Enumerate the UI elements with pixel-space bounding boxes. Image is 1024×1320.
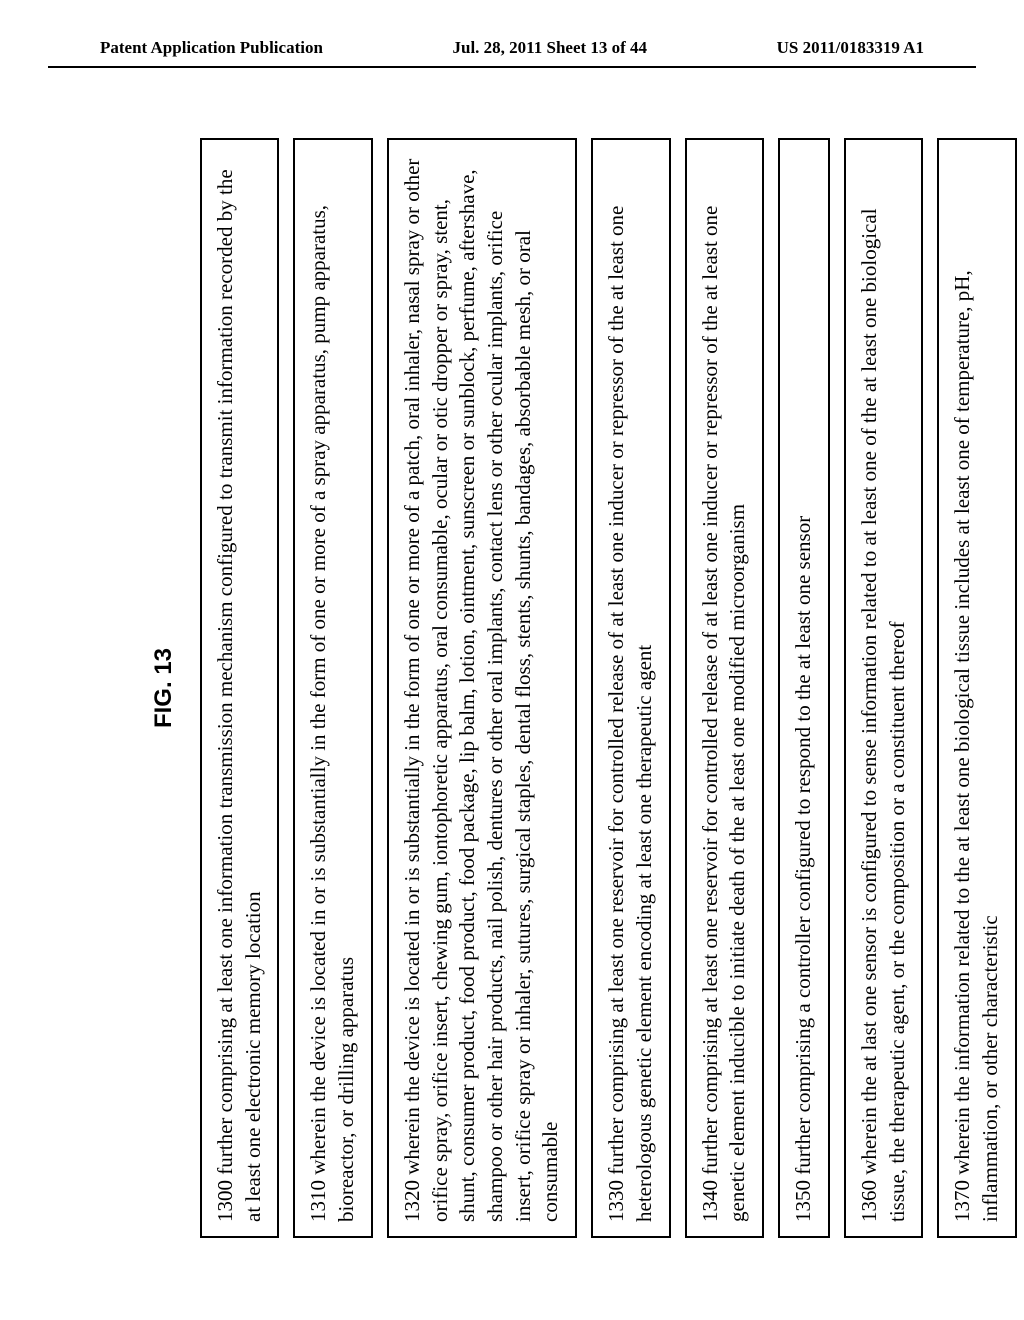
header-left: Patent Application Publication xyxy=(100,38,323,58)
claim-box-1340: 1340 further comprising at least one res… xyxy=(685,138,764,1238)
figure-label: FIG. 13 xyxy=(150,138,178,1238)
rotated-figure: FIG. 13 1300 further comprising at least… xyxy=(150,138,1024,1238)
claim-box-1370: 1370 wherein the information related to … xyxy=(937,138,1016,1238)
claim-box-1320: 1320 wherein the device is located in or… xyxy=(387,138,577,1238)
figure-content: FIG. 13 1300 further comprising at least… xyxy=(0,68,1024,1248)
claim-box-1310: 1310 wherein the device is located in or… xyxy=(293,138,372,1238)
claim-box-1350: 1350 further comprising a controller con… xyxy=(778,138,830,1238)
header-center: Jul. 28, 2011 Sheet 13 of 44 xyxy=(453,38,648,58)
claim-box-1360: 1360 wherein the at last one sensor is c… xyxy=(844,138,923,1238)
claim-box-1330: 1330 further comprising at least one res… xyxy=(591,138,670,1238)
claim-box-1300: 1300 further comprising at least one inf… xyxy=(200,138,279,1238)
header-right: US 2011/0183319 A1 xyxy=(777,38,924,58)
page-header: Patent Application Publication Jul. 28, … xyxy=(48,0,976,68)
